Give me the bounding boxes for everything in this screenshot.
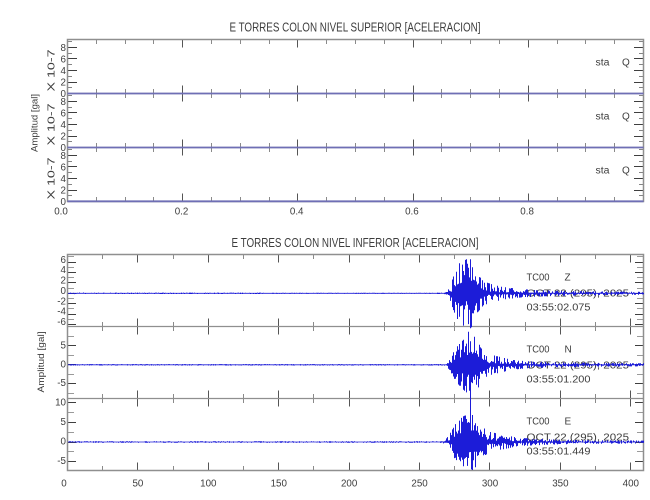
svg-text:TC00: TC00 xyxy=(527,345,550,356)
svg-text:Amplitud [gal]: Amplitud [gal] xyxy=(30,94,41,152)
svg-text:4: 4 xyxy=(61,120,67,131)
svg-text:2: 2 xyxy=(61,276,66,287)
svg-text:-5: -5 xyxy=(57,456,66,467)
svg-text:0.2: 0.2 xyxy=(175,207,189,218)
svg-text:TC00: TC00 xyxy=(527,273,550,284)
svg-text:0.8: 0.8 xyxy=(520,207,534,218)
svg-text:Z: Z xyxy=(565,273,571,284)
svg-text:150: 150 xyxy=(271,478,288,489)
svg-text:Q: Q xyxy=(622,112,630,123)
svg-text:0.6: 0.6 xyxy=(405,207,419,218)
svg-text:200: 200 xyxy=(341,478,358,489)
svg-text:-2: -2 xyxy=(57,296,66,307)
svg-text:Amplitud [gal]: Amplitud [gal] xyxy=(36,332,47,393)
svg-text:-4: -4 xyxy=(57,307,66,318)
svg-text:5: 5 xyxy=(61,340,67,351)
svg-text:TC00: TC00 xyxy=(527,417,550,428)
svg-text:8: 8 xyxy=(61,97,67,108)
svg-text:50: 50 xyxy=(132,478,143,489)
svg-text:0: 0 xyxy=(61,89,67,100)
svg-text:-5: -5 xyxy=(57,378,66,389)
svg-text:10: 10 xyxy=(55,398,66,409)
svg-text:2: 2 xyxy=(61,131,66,142)
svg-text:400: 400 xyxy=(623,478,640,489)
svg-text:sta: sta xyxy=(596,166,610,177)
svg-text:8: 8 xyxy=(61,151,67,162)
svg-text:03:55:02.075: 03:55:02.075 xyxy=(527,303,591,314)
svg-text:OCT 22 (295), 2025: OCT 22 (295), 2025 xyxy=(527,433,630,444)
svg-text:0.0: 0.0 xyxy=(54,207,68,218)
svg-text:100: 100 xyxy=(200,478,217,489)
svg-text:6: 6 xyxy=(61,162,67,173)
svg-text:Q: Q xyxy=(622,166,630,177)
svg-text:300: 300 xyxy=(482,478,499,489)
svg-text:0: 0 xyxy=(61,478,67,489)
svg-text:4: 4 xyxy=(61,66,67,77)
svg-text:03:55:01.200: 03:55:01.200 xyxy=(527,375,591,386)
svg-text:Q: Q xyxy=(622,58,630,69)
svg-text:4: 4 xyxy=(61,174,67,185)
svg-text:6: 6 xyxy=(61,255,67,266)
svg-text:6: 6 xyxy=(61,108,67,119)
svg-text:350: 350 xyxy=(552,478,569,489)
svg-text:0: 0 xyxy=(61,286,67,297)
svg-text:250: 250 xyxy=(411,478,428,489)
svg-text:E: E xyxy=(565,417,572,428)
svg-text:X 10-7: X 10-7 xyxy=(47,157,58,200)
svg-text:2: 2 xyxy=(61,185,66,196)
svg-text:X 10-7: X 10-7 xyxy=(47,49,58,92)
svg-text:sta: sta xyxy=(596,112,610,123)
svg-text:E TORRES COLON NIVEL INFERIOR: E TORRES COLON NIVEL INFERIOR [ACELERACI… xyxy=(232,236,479,250)
svg-text:8: 8 xyxy=(61,43,67,54)
svg-text:0: 0 xyxy=(61,143,67,154)
svg-text:X 10-7: X 10-7 xyxy=(47,103,58,146)
svg-text:5: 5 xyxy=(61,417,67,428)
svg-text:2: 2 xyxy=(61,77,66,88)
svg-text:03:55:01.449: 03:55:01.449 xyxy=(527,447,591,458)
svg-text:4: 4 xyxy=(61,265,67,276)
svg-text:sta: sta xyxy=(596,58,610,69)
svg-text:E TORRES COLON NIVEL SUPERIOR: E TORRES COLON NIVEL SUPERIOR [ACELERACI… xyxy=(230,20,481,34)
svg-text:0: 0 xyxy=(61,359,67,370)
svg-text:6: 6 xyxy=(61,54,67,65)
svg-text:0.4: 0.4 xyxy=(290,207,304,218)
svg-text:N: N xyxy=(565,345,572,356)
svg-text:0: 0 xyxy=(61,197,67,208)
svg-text:-6: -6 xyxy=(57,317,66,328)
svg-text:0: 0 xyxy=(61,437,67,448)
